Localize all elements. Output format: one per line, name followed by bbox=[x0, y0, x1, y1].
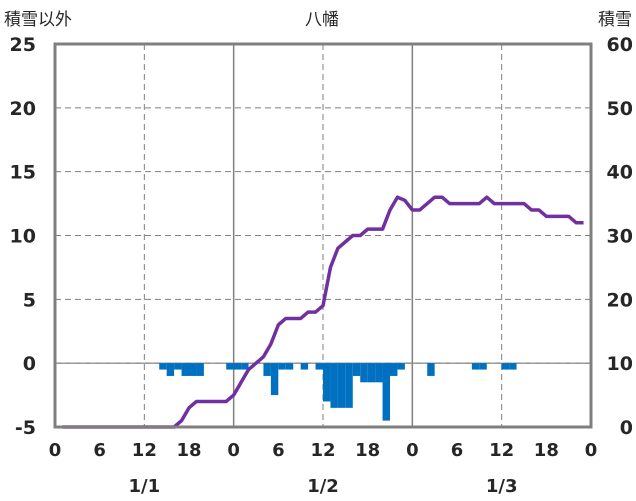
bar bbox=[471, 363, 480, 370]
bar bbox=[278, 363, 286, 370]
bar bbox=[323, 363, 331, 402]
bar bbox=[367, 363, 376, 383]
left-axis-title: 積雪以外 bbox=[4, 10, 72, 30]
bar bbox=[390, 363, 398, 376]
x-tick-label: 18 bbox=[534, 440, 559, 461]
left-tick-label: 0 bbox=[23, 353, 36, 375]
right-tick-label: 0 bbox=[620, 417, 633, 439]
right-tick-label: 60 bbox=[607, 34, 633, 56]
bar bbox=[189, 363, 197, 376]
x-tick-label: 6 bbox=[451, 440, 464, 461]
x-tick-label: 0 bbox=[227, 440, 240, 461]
left-axis-ticks: -5 0 5 10 15 20 25 bbox=[10, 34, 36, 439]
bar bbox=[382, 363, 390, 421]
bar bbox=[337, 363, 346, 408]
right-tick-label: 40 bbox=[607, 162, 633, 184]
left-tick-label: 15 bbox=[10, 162, 36, 184]
bar bbox=[345, 363, 353, 408]
x-tick-label: 6 bbox=[93, 440, 106, 461]
x-tick-label: 0 bbox=[585, 440, 598, 461]
bar bbox=[285, 363, 294, 370]
bar bbox=[166, 363, 175, 376]
right-tick-label: 20 bbox=[607, 289, 633, 311]
bar bbox=[375, 363, 383, 383]
right-axis-ticks: 0 10 20 30 40 50 60 bbox=[607, 34, 633, 439]
date-label: 1/2 bbox=[307, 476, 339, 497]
bar bbox=[241, 363, 249, 370]
x-tick-label: 12 bbox=[489, 440, 514, 461]
bar bbox=[181, 363, 189, 376]
bar bbox=[315, 363, 323, 370]
x-tick-label: 0 bbox=[49, 440, 62, 461]
right-tick-label: 50 bbox=[607, 98, 633, 120]
bar bbox=[226, 363, 234, 370]
bar bbox=[174, 363, 182, 370]
right-tick-label: 30 bbox=[607, 226, 633, 248]
x-tick-label: 18 bbox=[176, 440, 201, 461]
x-tick-label: 12 bbox=[132, 440, 157, 461]
x-axis-ticks: 0 6 12 18 0 6 12 18 0 6 12 18 0 bbox=[49, 440, 598, 461]
date-labels: 1/1 1/2 1/3 bbox=[129, 476, 518, 497]
chart-title: 八幡 bbox=[305, 10, 339, 30]
x-tick-label: 6 bbox=[272, 440, 285, 461]
date-label: 1/1 bbox=[129, 476, 161, 497]
right-tick-label: 10 bbox=[607, 353, 633, 375]
bar bbox=[501, 363, 510, 370]
bar bbox=[397, 363, 405, 370]
bar bbox=[352, 363, 361, 376]
x-tick-label: 0 bbox=[406, 440, 419, 461]
bar bbox=[360, 363, 368, 383]
plot-frame bbox=[53, 42, 593, 429]
bar bbox=[263, 363, 271, 376]
x-tick-label: 18 bbox=[355, 440, 380, 461]
left-tick-label: 10 bbox=[10, 226, 36, 248]
right-axis-title: 積雪 bbox=[598, 10, 632, 30]
bar bbox=[509, 363, 517, 370]
bar bbox=[196, 363, 204, 376]
left-tick-label: 25 bbox=[10, 34, 36, 56]
bar bbox=[270, 363, 279, 396]
left-tick-label: -5 bbox=[15, 417, 36, 439]
date-label: 1/3 bbox=[486, 476, 518, 497]
bar bbox=[427, 363, 435, 376]
bar-series bbox=[159, 363, 517, 421]
left-tick-label: 5 bbox=[23, 289, 36, 311]
bar bbox=[159, 363, 167, 370]
bar bbox=[479, 363, 487, 370]
x-tick-label: 12 bbox=[310, 440, 335, 461]
left-tick-label: 20 bbox=[10, 98, 36, 120]
bar bbox=[300, 363, 309, 370]
bar bbox=[330, 363, 338, 408]
bar bbox=[233, 363, 242, 370]
